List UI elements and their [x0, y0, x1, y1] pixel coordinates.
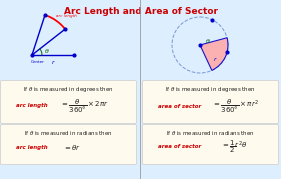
Text: $=\dfrac{\theta}{360°}\times 2\pi r$: $=\dfrac{\theta}{360°}\times 2\pi r$ [60, 97, 108, 115]
FancyBboxPatch shape [142, 81, 278, 124]
Text: arc length: arc length [16, 144, 48, 149]
Text: $r$: $r$ [51, 58, 55, 66]
Text: If $\theta$ is measured in radians then: If $\theta$ is measured in radians then [24, 129, 113, 137]
Wedge shape [200, 38, 228, 70]
Text: arc length: arc length [16, 103, 48, 108]
FancyBboxPatch shape [142, 125, 278, 165]
Text: arc length: arc length [56, 14, 77, 18]
Text: area of sector: area of sector [158, 144, 202, 149]
FancyBboxPatch shape [1, 81, 137, 124]
Text: $r$: $r$ [213, 55, 217, 64]
Text: If $\theta$ is measured in degrees then: If $\theta$ is measured in degrees then [23, 84, 114, 93]
Text: If $\theta$ is measured in radians then: If $\theta$ is measured in radians then [166, 129, 255, 137]
Text: $\theta$: $\theta$ [44, 47, 50, 55]
Text: Center: Center [31, 60, 45, 64]
FancyBboxPatch shape [1, 125, 137, 165]
Text: $\theta$: $\theta$ [205, 37, 211, 45]
Text: $=\theta r$: $=\theta r$ [63, 142, 81, 151]
Text: If $\theta$ is measured in degrees then: If $\theta$ is measured in degrees then [165, 84, 256, 93]
Text: $=\dfrac{\theta}{360°}\times\pi r^2$: $=\dfrac{\theta}{360°}\times\pi r^2$ [212, 97, 260, 115]
Text: Arc Length and Area of Sector: Arc Length and Area of Sector [64, 7, 217, 16]
Text: area of sector: area of sector [158, 103, 202, 108]
Text: $=\dfrac{1}{2}r^2\theta$: $=\dfrac{1}{2}r^2\theta$ [221, 139, 247, 155]
